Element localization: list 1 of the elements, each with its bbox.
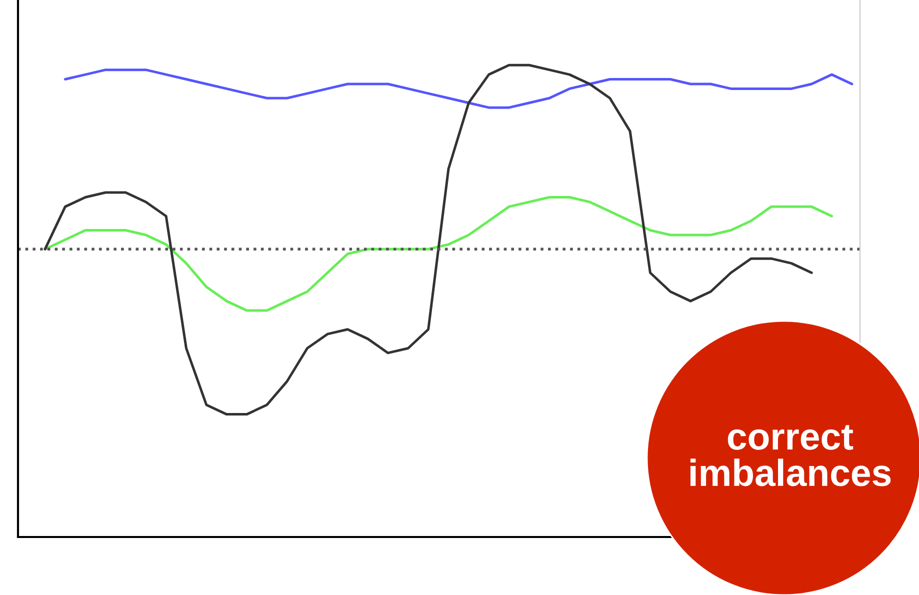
- annotation: correct imbalances: [690, 425, 891, 486]
